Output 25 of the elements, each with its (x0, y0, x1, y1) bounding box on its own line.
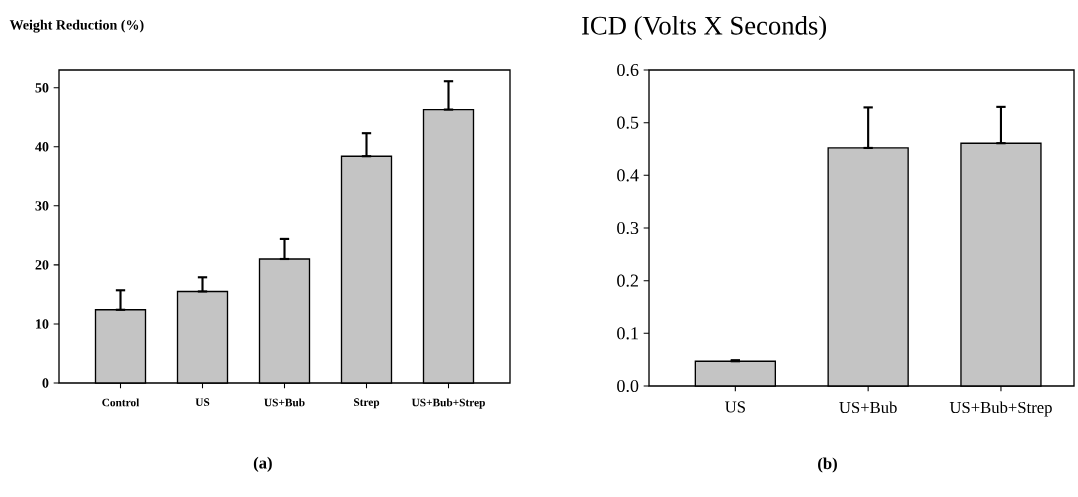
y-tick-label: 0.5 (617, 116, 639, 129)
chart-title: Weight Reduction (%) (9, 19, 144, 33)
y-tick-label: 20 (35, 260, 49, 270)
chart-title: ICD (Volts X Seconds) (582, 15, 827, 41)
y-tick-label: 40 (35, 142, 49, 152)
y-tick-label: 0.3 (617, 221, 639, 235)
x-tick-label: US (725, 401, 745, 413)
x-tick-label: US (195, 398, 210, 406)
text: (b) (818, 457, 837, 473)
y-tick-label: 30 (35, 201, 49, 211)
y-tick-label: 10 (36, 319, 49, 329)
x-tick-label: Control (102, 398, 140, 407)
x-tick-label: US+Bub (264, 398, 305, 407)
text: (a) (253, 456, 272, 472)
y-tick-label: 0.6 (617, 63, 639, 77)
y-tick-label: 0 (42, 378, 49, 388)
x-tick-label: Strep (353, 398, 380, 409)
x-tick-label: US+Bub+Strep (411, 398, 485, 409)
y-tick-label: 0.0 (617, 379, 639, 393)
y-tick-label: 0.2 (617, 274, 638, 287)
x-tick-label: US+Bub (839, 401, 897, 414)
y-tick-label: 50 (35, 83, 49, 93)
x-tick-label: US+Bub+Strep (949, 401, 1052, 417)
y-tick-label: 0.4 (617, 169, 639, 182)
y-tick-label: 0.1 (617, 327, 638, 340)
